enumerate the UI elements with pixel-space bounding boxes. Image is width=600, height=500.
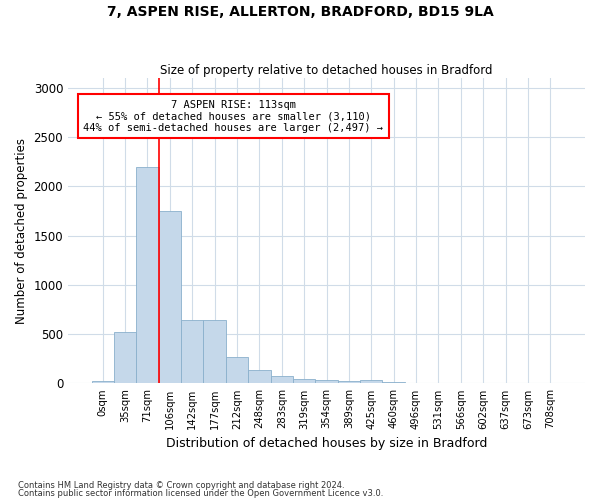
Bar	[271, 376, 293, 384]
Bar	[382, 382, 405, 384]
Text: 7, ASPEN RISE, ALLERTON, BRADFORD, BD15 9LA: 7, ASPEN RISE, ALLERTON, BRADFORD, BD15 …	[107, 5, 493, 19]
Bar	[248, 370, 271, 384]
Bar	[203, 320, 226, 384]
Title: Size of property relative to detached houses in Bradford: Size of property relative to detached ho…	[160, 64, 493, 77]
Text: Contains public sector information licensed under the Open Government Licence v3: Contains public sector information licen…	[18, 489, 383, 498]
Bar	[158, 211, 181, 384]
Bar	[360, 380, 382, 384]
Bar	[181, 320, 203, 384]
Bar	[92, 381, 114, 384]
Bar	[226, 357, 248, 384]
Bar	[136, 167, 158, 384]
Bar	[114, 332, 136, 384]
Text: Contains HM Land Registry data © Crown copyright and database right 2024.: Contains HM Land Registry data © Crown c…	[18, 480, 344, 490]
X-axis label: Distribution of detached houses by size in Bradford: Distribution of detached houses by size …	[166, 437, 487, 450]
Bar	[316, 380, 338, 384]
Text: 7 ASPEN RISE: 113sqm
← 55% of detached houses are smaller (3,110)
44% of semi-de: 7 ASPEN RISE: 113sqm ← 55% of detached h…	[83, 100, 383, 132]
Bar	[293, 380, 316, 384]
Bar	[338, 381, 360, 384]
Y-axis label: Number of detached properties: Number of detached properties	[15, 138, 28, 324]
